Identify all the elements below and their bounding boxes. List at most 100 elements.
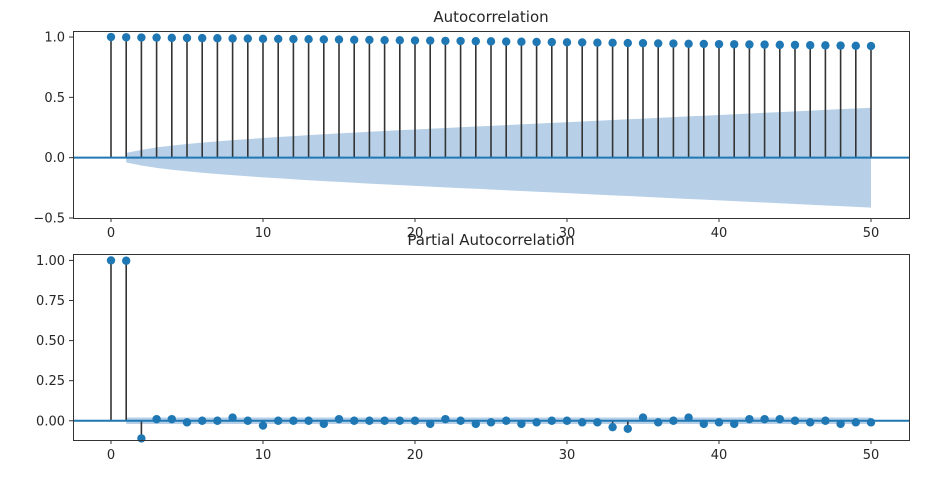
marker-lag-16: [350, 416, 359, 425]
marker-lag-48: [836, 41, 845, 50]
marker-lag-12: [289, 416, 298, 425]
marker-lag-15: [334, 35, 344, 44]
marker-lag-10: [258, 34, 268, 44]
marker-lag-38: [684, 413, 693, 422]
y-tick-label: 0.0: [44, 151, 65, 166]
marker-lag-44: [775, 40, 784, 50]
marker-lag-40: [714, 39, 724, 49]
marker-lag-1: [122, 33, 131, 42]
marker-lag-50: [866, 418, 876, 427]
y-tick-label: 1.00: [36, 254, 65, 269]
marker-lag-0: [106, 256, 116, 265]
marker-lag-33: [608, 38, 617, 48]
x-tick-label: 10: [255, 448, 272, 463]
partial-autocorrelation-panel: 0 10 20 30 40 50 0.00 0.25 0.50 0.75 1.00 Partial A…: [36, 231, 910, 463]
marker-lag-16: [350, 35, 359, 45]
marker-lag-49: [851, 418, 860, 427]
marker-lag-14: [319, 419, 328, 429]
marker-lag-37: [669, 39, 678, 48]
marker-lag-18: [380, 35, 389, 45]
marker-lag-44: [775, 414, 784, 424]
marker-lag-8: [228, 34, 237, 43]
marker-lag-5: [182, 33, 192, 43]
marker-lag-22: [441, 414, 450, 424]
marker-lag-7: [213, 34, 222, 43]
marker-lag-20: [410, 416, 420, 425]
marker-lag-22: [441, 36, 450, 46]
marker-lag-30: [562, 38, 572, 47]
marker-lag-42: [745, 414, 754, 424]
x-tick-label: 50: [863, 448, 880, 463]
marker-lag-24: [471, 37, 480, 46]
x-tick-label: 0: [107, 226, 115, 241]
marker-lag-23: [456, 36, 465, 46]
y-tick-label: 1.0: [44, 31, 65, 46]
x-tick-label: 30: [559, 448, 576, 463]
marker-lag-27: [517, 419, 526, 429]
marker-lag-10: [258, 421, 268, 430]
marker-lag-6: [198, 33, 207, 43]
y-tick-label: 0.5: [44, 91, 65, 106]
marker-lag-39: [699, 39, 708, 49]
marker-lag-4: [167, 33, 176, 43]
axes-frame: [73, 254, 910, 441]
x-tick-label: 50: [863, 226, 880, 241]
marker-lag-24: [471, 419, 480, 429]
marker-lag-41: [730, 419, 739, 429]
marker-lag-42: [745, 40, 754, 49]
marker-lag-8: [228, 413, 237, 422]
marker-lag-35: [638, 413, 648, 422]
marker-lag-33: [608, 422, 617, 432]
marker-lag-3: [152, 33, 161, 42]
marker-lag-36: [654, 418, 663, 427]
marker-lag-15: [334, 414, 344, 424]
y-tick-label: 0.50: [36, 334, 65, 349]
marker-lag-49: [851, 41, 860, 51]
marker-lag-11: [274, 34, 283, 44]
marker-lag-13: [304, 416, 313, 425]
marker-lag-31: [578, 418, 587, 427]
marker-lag-9: [243, 416, 252, 425]
marker-lag-41: [730, 40, 739, 49]
marker-lag-28: [532, 37, 541, 47]
marker-lag-26: [502, 37, 511, 46]
marker-lag-48: [836, 419, 845, 429]
autocorrelation-panel: Autocorrelation 0 10 20 30 40 50 −0.5 0.0 0.5 1.0: [33, 8, 910, 241]
marker-lag-46: [806, 418, 815, 427]
marker-lag-2: [137, 33, 146, 42]
x-tick-label: 20: [407, 448, 424, 463]
x-tick-label: 30: [559, 226, 576, 241]
marker-lag-47: [821, 416, 830, 425]
marker-lag-3: [152, 414, 161, 424]
x-tick-label: 10: [255, 226, 272, 241]
marker-lag-18: [380, 416, 389, 425]
marker-lag-29: [547, 37, 556, 47]
marker-lag-13: [304, 35, 313, 44]
marker-lag-29: [547, 416, 556, 425]
y-tick-label: 0.00: [36, 414, 65, 429]
marker-lag-37: [669, 416, 678, 425]
marker-lag-12: [289, 34, 298, 44]
marker-lag-30: [562, 416, 572, 425]
marker-lag-25: [486, 418, 496, 427]
marker-lag-0: [106, 32, 116, 42]
marker-lag-20: [410, 36, 420, 45]
marker-lag-47: [821, 41, 830, 50]
marker-lag-45: [790, 416, 800, 425]
marker-lag-1: [122, 256, 131, 265]
marker-lag-50: [866, 41, 876, 51]
marker-lag-43: [760, 414, 769, 424]
marker-lag-2: [137, 434, 146, 443]
marker-lag-21: [426, 36, 435, 45]
marker-lag-31: [578, 38, 587, 47]
marker-lag-17: [365, 35, 374, 45]
marker-lag-5: [182, 418, 192, 427]
y-tick-label: 0.25: [36, 374, 65, 389]
marker-lag-36: [654, 39, 663, 48]
marker-lag-6: [198, 416, 207, 425]
x-tick-label: 40: [711, 448, 728, 463]
marker-lag-43: [760, 40, 769, 49]
marker-lag-32: [593, 418, 602, 427]
x-tick-label: 40: [711, 226, 728, 241]
